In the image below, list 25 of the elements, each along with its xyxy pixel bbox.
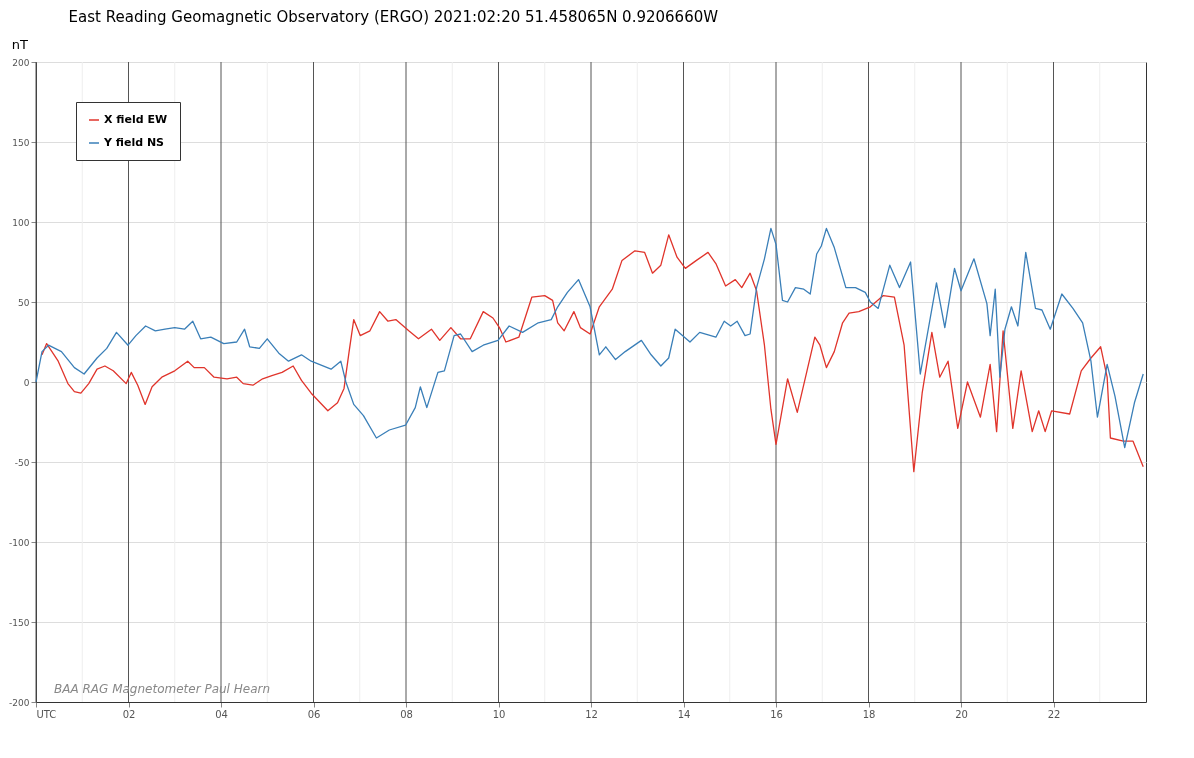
y-tick-label: -150 — [9, 617, 30, 628]
x-tick-label: 10 — [492, 708, 506, 720]
x-tick-label: 20 — [955, 708, 968, 720]
x-tick-label: 22 — [1047, 708, 1061, 720]
x-tick-label: 16 — [770, 708, 783, 720]
x-tick-label: UTC — [36, 708, 57, 720]
x-tick-label: 06 — [307, 708, 321, 720]
x-tick-label: 04 — [215, 708, 228, 720]
y-tick-label: -50 — [14, 457, 30, 468]
x-tick-label: 18 — [862, 708, 876, 720]
x-tick-label: 14 — [677, 708, 691, 720]
legend-label: X field EW — [104, 113, 168, 126]
y-tick-label: 50 — [18, 297, 30, 308]
y-tick-label: 150 — [12, 137, 30, 148]
y-tick-label: 0 — [23, 377, 30, 388]
x-tick-label: 12 — [585, 708, 598, 720]
x-tick-label: 02 — [122, 708, 136, 720]
chart-title: East Reading Geomagnetic Observatory (ERGO) 2021:02:20 51.458065N 0.9206660W — [68, 8, 719, 26]
y-tick-label: 200 — [12, 57, 30, 68]
y-axis-title: nT — [11, 37, 29, 52]
y-tick-label: 100 — [12, 217, 30, 228]
y-tick-label: -200 — [9, 697, 30, 708]
legend-label: Y field NS — [103, 136, 165, 149]
y-tick-label: -100 — [9, 537, 30, 548]
x-tick-label: 08 — [400, 708, 413, 720]
